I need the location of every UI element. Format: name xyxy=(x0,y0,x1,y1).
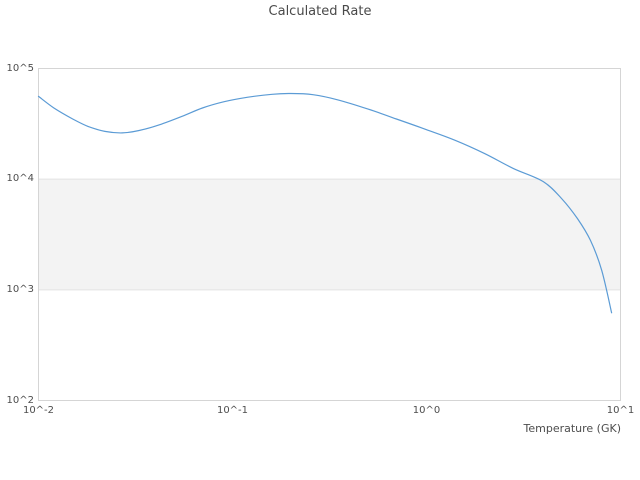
x-tick-label: 10^-1 xyxy=(216,405,249,416)
x-tick-label: 10^0 xyxy=(412,405,441,416)
y-tick-label: 10^3 xyxy=(6,283,34,295)
y-tick-label: 10^5 xyxy=(6,62,34,74)
chart-title: Calculated Rate xyxy=(268,4,372,19)
shaded-band xyxy=(38,179,621,290)
y-tick-label: 10^2 xyxy=(6,394,34,406)
x-tick-label: 10^1 xyxy=(606,405,635,416)
x-axis-title: Temperature (GK) xyxy=(523,422,622,435)
y-tick-label: 10^4 xyxy=(6,173,34,185)
series-line-calculated-rate xyxy=(37,92,613,314)
plot-border xyxy=(38,68,621,401)
x-tick-label: 10^-2 xyxy=(22,405,55,416)
